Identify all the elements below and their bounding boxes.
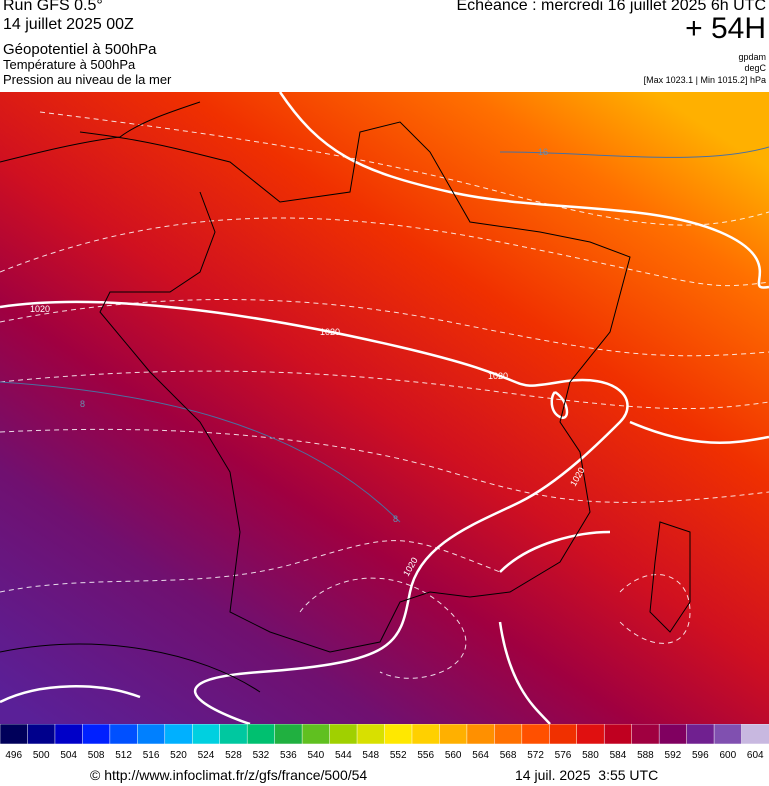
scale-swatch (686, 724, 715, 745)
scale-label: 496 (5, 750, 22, 761)
source-url: © http://www.infoclimat.fr/z/gfs/france/… (90, 767, 368, 783)
scale-swatch (576, 724, 605, 745)
scale-label: 544 (335, 750, 352, 761)
scale-swatch (439, 724, 468, 745)
scale-swatch (658, 724, 688, 745)
valid-time: Echéance : mercredi 16 juillet 2025 6h U… (456, 0, 767, 14)
scale-label: 552 (390, 750, 407, 761)
scale-swatch (603, 724, 633, 745)
scale-swatch (109, 724, 139, 745)
scale-swatch (466, 724, 496, 745)
scale-label: 600 (719, 750, 736, 761)
scale-swatch (494, 724, 523, 745)
layer: Température à 500hPa (3, 57, 136, 72)
temperature-field (0, 92, 769, 724)
scale-label: 560 (445, 750, 462, 761)
run-date: 14 juillet 2025 00Z (3, 16, 134, 33)
scale-swatch (741, 724, 769, 745)
scale-label: 588 (637, 750, 654, 761)
scale-label: 568 (500, 750, 517, 761)
scale-label: 500 (33, 750, 50, 761)
scale-label: 556 (417, 750, 434, 761)
scale-label: 512 (115, 750, 132, 761)
scale-label: 596 (692, 750, 709, 761)
scale-swatch (192, 724, 221, 745)
scale-label: 584 (610, 750, 627, 761)
scale-swatch (82, 724, 111, 745)
scale-swatch (54, 724, 84, 745)
scale-label: 508 (88, 750, 105, 761)
scale-swatch (137, 724, 166, 745)
scale-swatch (521, 724, 551, 745)
isobar-label: 1020 (320, 327, 340, 337)
scale-label: 540 (307, 750, 324, 761)
lead-time: + 54H (685, 12, 766, 45)
layer: Pression au niveau de la mer (3, 72, 172, 87)
isotherm-label: 16 (538, 147, 548, 157)
scale-label: 524 (198, 750, 215, 761)
scale-swatch (329, 724, 358, 745)
scale-swatch (356, 724, 386, 745)
scale-swatch (631, 724, 660, 745)
scale-swatch (549, 724, 578, 745)
scale-swatch (384, 724, 413, 745)
isobar-label: 1020 (30, 304, 50, 314)
scale-label: 580 (582, 750, 599, 761)
scale-label: 592 (665, 750, 682, 761)
scale-swatch (219, 724, 248, 745)
scale-swatch (301, 724, 331, 745)
scale-label: 572 (527, 750, 544, 761)
layer: Géopotentiel à 500hPa (3, 41, 157, 58)
isobar-label: 1020 (488, 371, 508, 381)
unit: gpdam (738, 52, 766, 62)
scale-swatch (713, 724, 743, 745)
unit: degC (744, 63, 766, 73)
scale-swatch (164, 724, 194, 745)
scale-swatch (274, 724, 303, 745)
scale-label: 516 (143, 750, 160, 761)
map: 1020 1020 1020 1020 1020 16 8 8 (0, 92, 769, 724)
run: Run GFS 0.5° (3, 0, 103, 14)
scale-label: 576 (555, 750, 572, 761)
scale-label: 548 (362, 750, 379, 761)
isotherm-label: 8 (80, 399, 85, 409)
scale-label: 520 (170, 750, 187, 761)
scale-label: 564 (472, 750, 489, 761)
scale-swatch (27, 724, 56, 745)
scale-label: 536 (280, 750, 297, 761)
scale-swatch (0, 724, 29, 745)
scale-swatch (246, 724, 276, 745)
scale-label: 532 (253, 750, 270, 761)
color-scale: 496 500 504 508 512 516 520 524 528 532 536 540 544 5… (0, 724, 769, 761)
scale-label: 528 (225, 750, 242, 761)
scale-label: 504 (60, 750, 77, 761)
timestamp: 14 juil. 2025 3:55 UTC (515, 767, 659, 783)
isotherms (0, 146, 769, 523)
pressure-range: [Max 1023.1 | Min 1015.2] hPa (643, 75, 766, 85)
isotherm-label: 8 (393, 514, 398, 524)
coastline (0, 101, 691, 693)
scale-swatch (411, 724, 441, 745)
isobars (0, 92, 769, 724)
scale-label: 604 (747, 750, 764, 761)
